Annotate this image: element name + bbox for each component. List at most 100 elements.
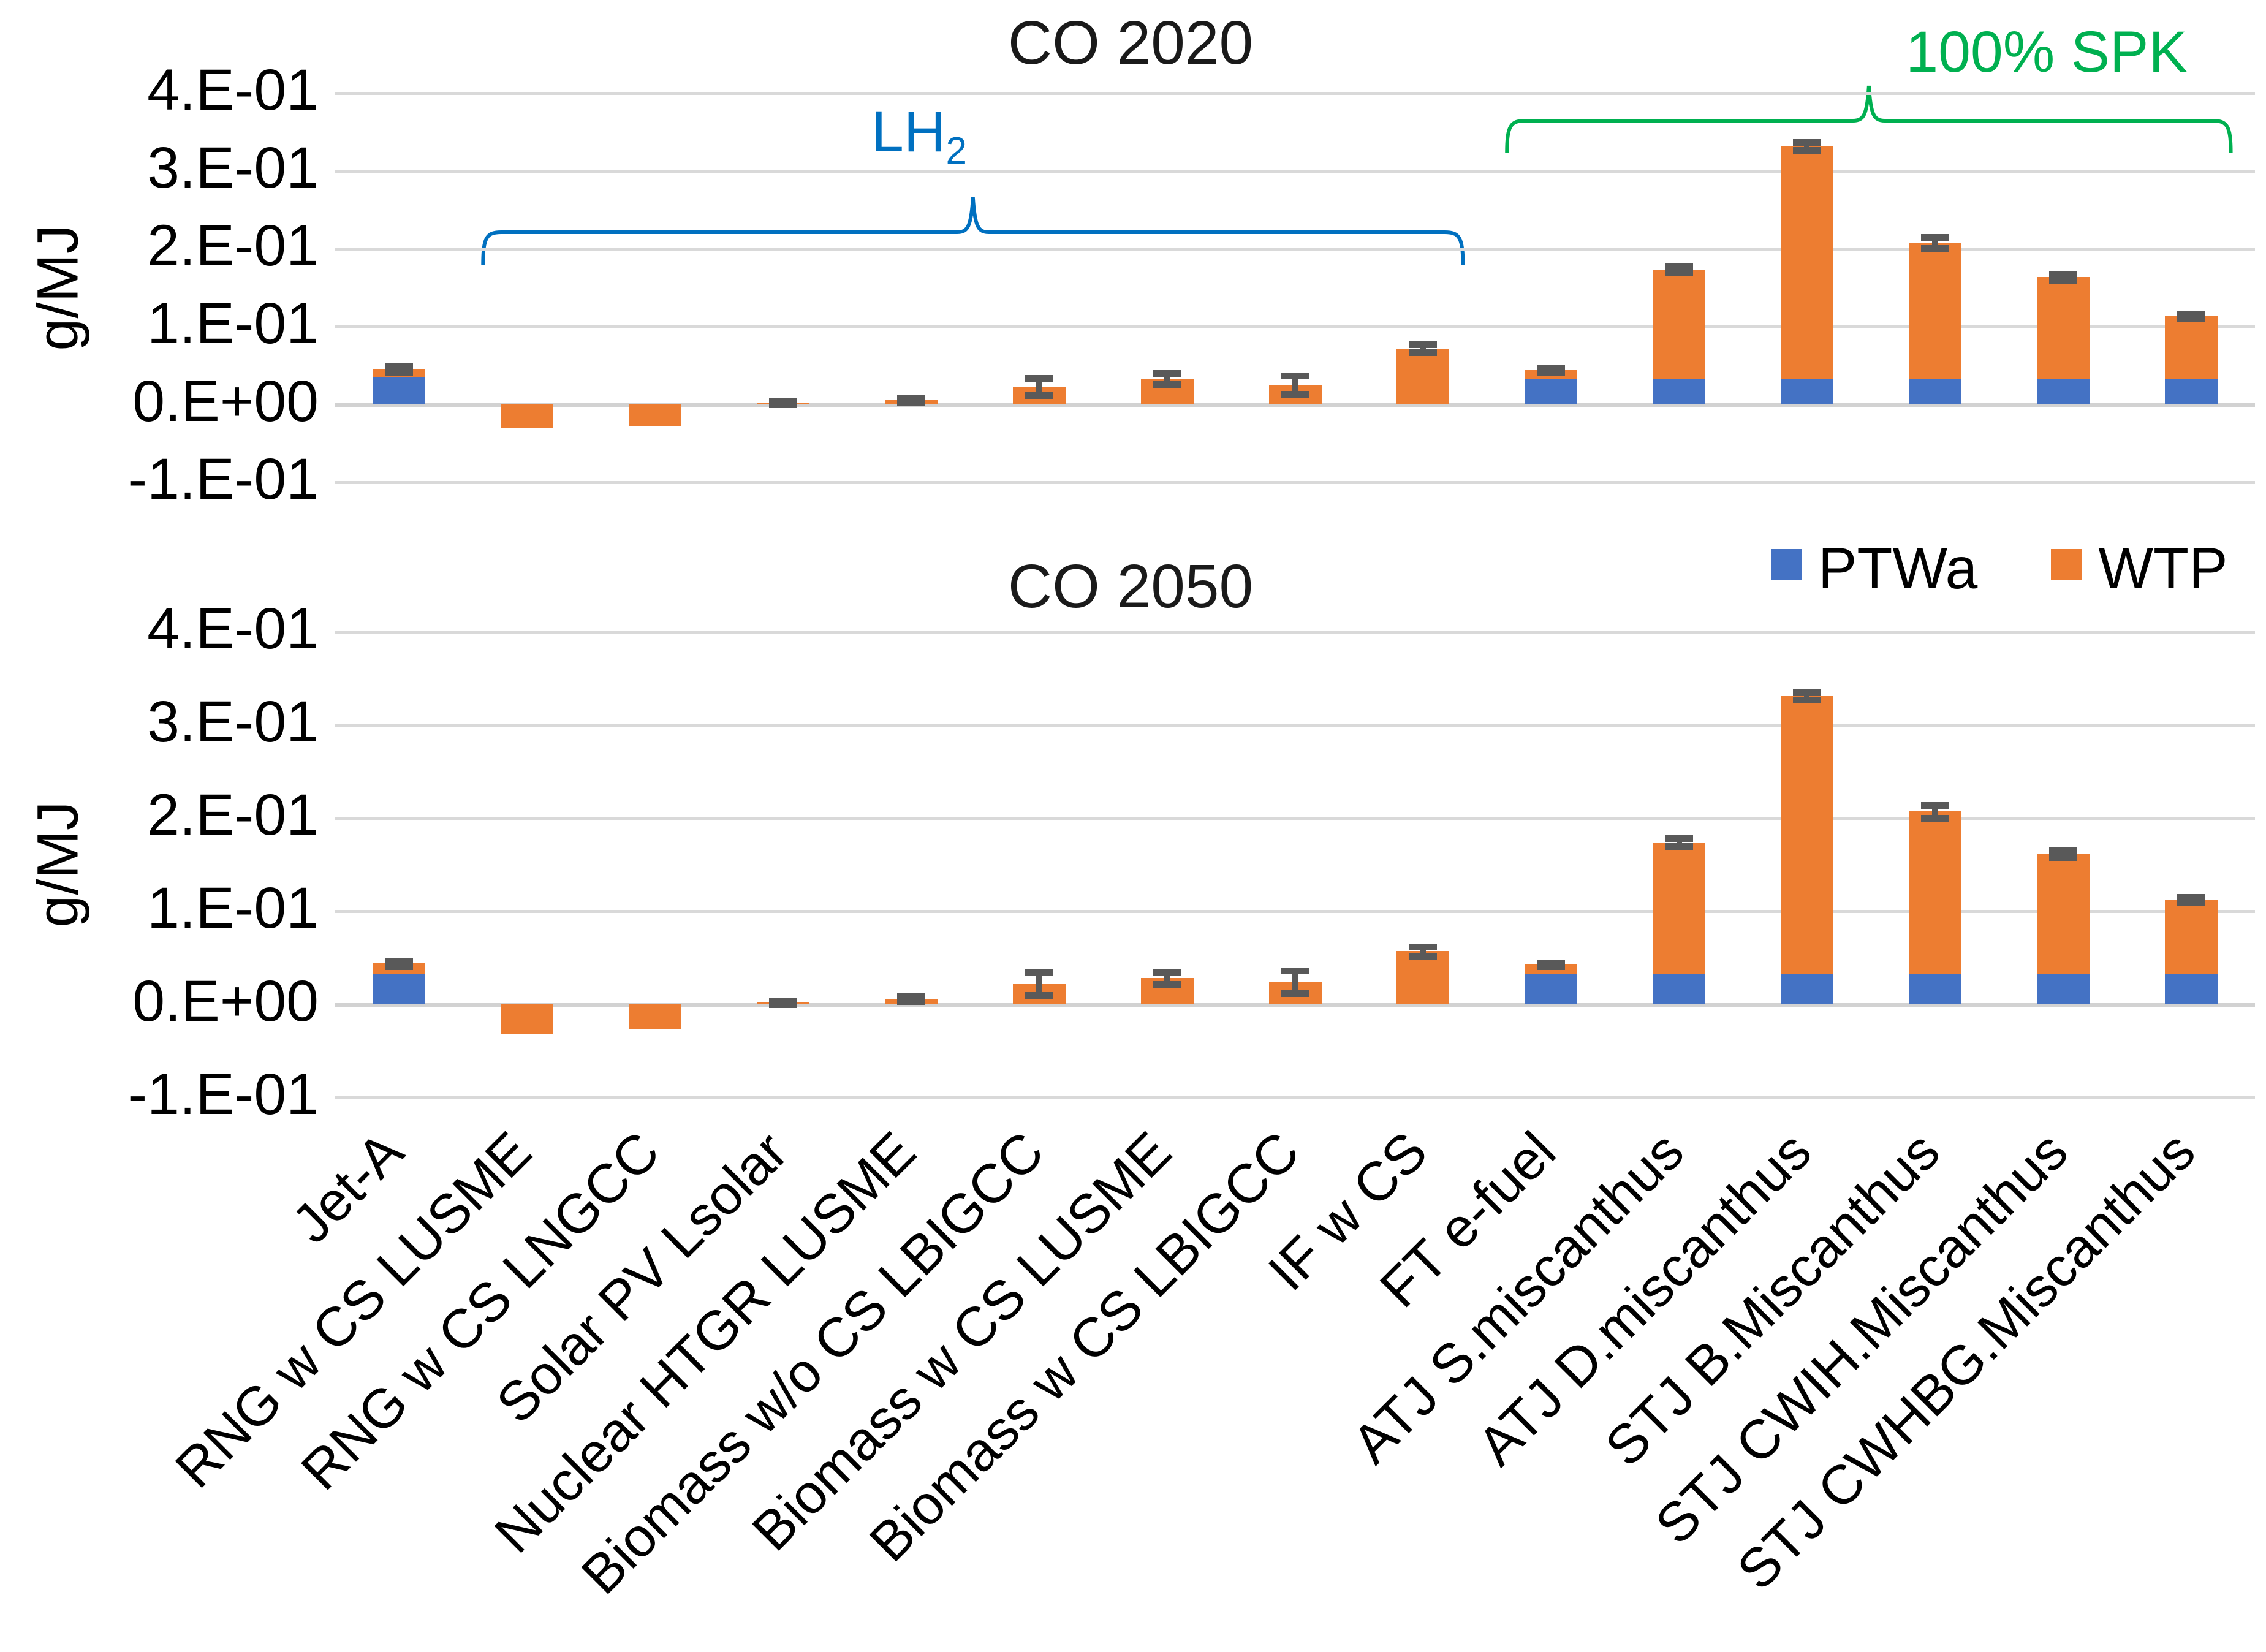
error-bar-cap <box>1665 270 1694 277</box>
spk-brace <box>1505 85 2233 154</box>
error-bar-cap <box>1792 146 1821 154</box>
error-bar <box>1036 377 1042 395</box>
bar-segment-wtp <box>1780 146 1833 380</box>
bar-segment-wtp <box>501 404 554 429</box>
error-bar-cap <box>2177 316 2205 323</box>
error-bar-cap <box>1153 381 1181 388</box>
bar-segment-ptwa <box>1653 973 1706 1004</box>
bar-segment-wtp <box>629 404 682 426</box>
bar-segment-wtp <box>1908 811 1961 974</box>
gridline <box>335 325 2255 328</box>
error-bar-cap <box>2177 311 2205 318</box>
error-bar-cap <box>1409 943 1438 950</box>
error-bar-cap <box>1665 835 1694 843</box>
lh2-subscript: 2 <box>945 130 967 172</box>
error-bar-cap <box>1537 963 1566 970</box>
bar-segment-wtp <box>1908 242 1961 379</box>
error-bar-cap <box>769 1001 798 1008</box>
gridline <box>335 481 2255 484</box>
bar-segment-wtp <box>1653 270 1706 380</box>
y-tick-label: 3.E-01 <box>147 135 319 201</box>
bar-segment-wtp <box>2036 276 2090 379</box>
bar-segment-wtp <box>2164 900 2218 974</box>
legend-label-wtp: WTP <box>2098 536 2228 602</box>
error-bar-cap <box>2177 894 2205 901</box>
error-bar-cap <box>1920 233 1949 241</box>
bar-segment-wtp <box>1653 842 1706 974</box>
error-bar-cap <box>1537 369 1566 376</box>
y-tick-label: 0.E+00 <box>132 369 319 434</box>
bar-segment-wtp <box>2164 316 2218 379</box>
y-tick-label: 2.E-01 <box>147 213 319 279</box>
error-bar-cap <box>385 362 414 369</box>
error-bar-cap <box>896 394 925 401</box>
gridline <box>335 910 2255 913</box>
error-bar-cap <box>1281 968 1309 975</box>
error-bar-cap <box>1281 990 1309 997</box>
error-bar <box>1676 838 1682 846</box>
error-bar-cap <box>769 401 798 408</box>
legend-swatch-ptwa <box>1771 549 1802 581</box>
error-bar-cap <box>1409 952 1438 960</box>
error-bar-cap <box>2048 854 2077 861</box>
error-bar <box>1804 692 1810 700</box>
chart-title: CO 2020 <box>1007 9 1254 77</box>
error-bar <box>1292 971 1298 993</box>
y-tick-label: -1.E-01 <box>127 1062 319 1127</box>
lh2-brace <box>481 197 1465 265</box>
error-bar-cap <box>896 993 925 1000</box>
bar-segment-ptwa <box>373 973 426 1004</box>
error-bar-cap <box>1025 392 1053 399</box>
error-bar-cap <box>1281 391 1309 398</box>
bar-segment-wtp <box>2036 853 2090 974</box>
error-bar-cap <box>896 998 925 1006</box>
gridline <box>335 92 2255 95</box>
error-bar-cap <box>1792 689 1821 696</box>
gridline <box>335 403 2255 407</box>
bar-segment-ptwa <box>1908 379 1961 404</box>
error-bar <box>1804 142 1810 150</box>
y-tick-label: 1.E-01 <box>147 876 319 941</box>
error-bar-cap <box>1153 969 1181 977</box>
y-axis-label: g/MJ <box>25 224 91 350</box>
error-bar-cap <box>2048 276 2077 284</box>
gridline <box>335 248 2255 251</box>
lh2-text: LH <box>871 99 946 164</box>
bar-segment-ptwa <box>2164 379 2218 404</box>
bar-segment-wtp <box>1396 348 1450 404</box>
y-axis-label: g/MJ <box>25 801 91 928</box>
error-bar <box>2060 849 2066 857</box>
error-bar-cap <box>896 399 925 406</box>
error-bar-cap <box>1025 374 1053 382</box>
error-bar-cap <box>2177 900 2205 907</box>
error-bar-cap <box>1153 980 1181 988</box>
error-bar-cap <box>1409 341 1438 349</box>
gridline <box>335 170 2255 173</box>
legend-swatch-wtp <box>2051 549 2083 581</box>
legend: PTWa WTP <box>1771 532 2228 602</box>
error-bar <box>1420 344 1426 352</box>
error-bar-cap <box>1537 365 1566 372</box>
error-bar-cap <box>1920 801 1949 809</box>
error-bar-cap <box>385 963 414 970</box>
y-tick-label: 2.E-01 <box>147 782 319 848</box>
error-bar-cap <box>385 957 414 964</box>
error-bar <box>1932 237 1938 248</box>
y-tick-label: 4.E-01 <box>147 58 319 123</box>
bar-segment-ptwa <box>1525 379 1578 404</box>
error-bar-cap <box>1537 959 1566 966</box>
chart-title: CO 2050 <box>1007 552 1254 621</box>
bar-segment-ptwa <box>2164 973 2218 1004</box>
spk-annotation-label: 100% SPK <box>1906 20 2188 85</box>
bar-segment-wtp <box>501 1004 554 1034</box>
error-bar-cap <box>1920 244 1949 252</box>
error-bar-cap <box>2048 270 2077 278</box>
bar-segment-wtp <box>1396 951 1450 1004</box>
error-bar-cap <box>1025 991 1053 999</box>
bar-segment-ptwa <box>1525 973 1578 1004</box>
error-bar-cap <box>1409 349 1438 356</box>
y-tick-label: 1.E-01 <box>147 291 319 357</box>
gridline <box>335 817 2255 820</box>
